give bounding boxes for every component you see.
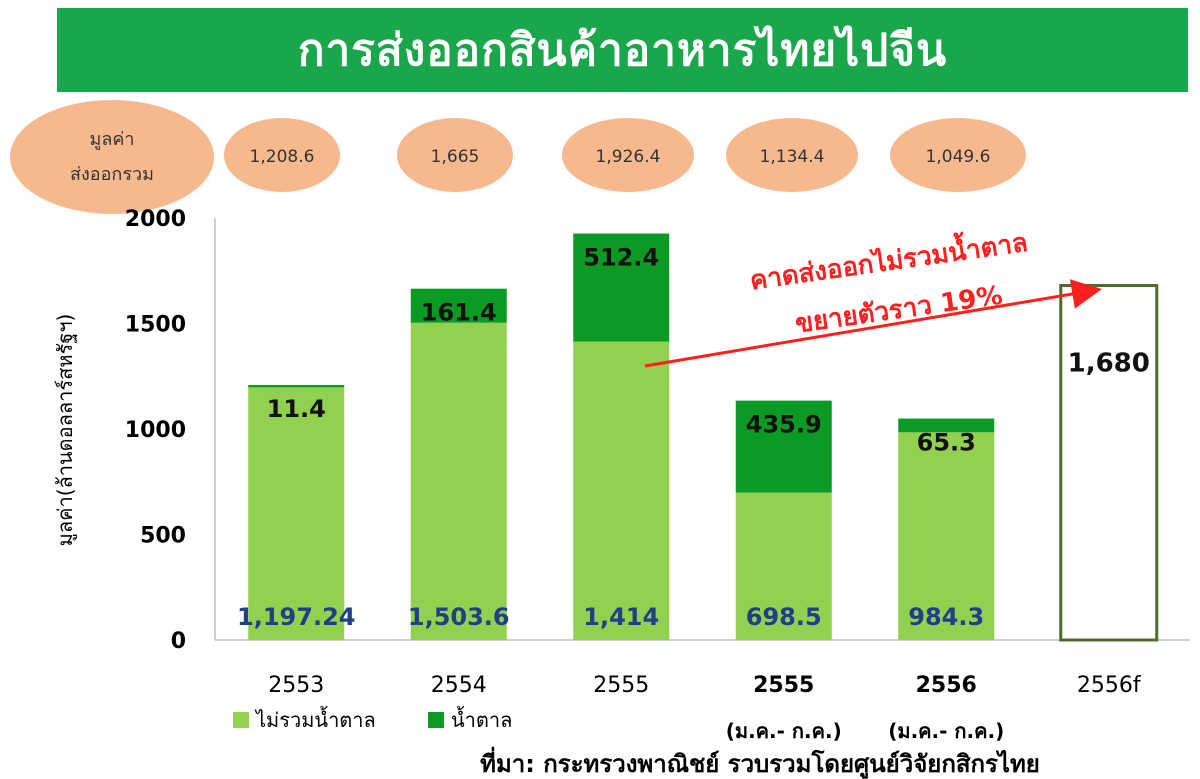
x-tick-label: 2556 (916, 673, 977, 698)
bar-non-sugar (248, 387, 345, 640)
legend: ไม่รวมน้ำตาล น้ำตาล (233, 706, 512, 732)
bar-sugar (898, 418, 995, 433)
y-tick-label: 1000 (125, 418, 186, 443)
bar-non-sugar (410, 322, 507, 640)
bars (248, 233, 1159, 642)
bar-sugar (573, 233, 670, 342)
x-tick-label: 2554 (431, 673, 487, 698)
bar-non-sugar (573, 341, 670, 640)
axes: 0 500 1000 1500 2000 มูลค่า(ล้านดอลลาร์สหรัฐฯ… (53, 207, 1190, 654)
x-tick-label: 2553 (268, 673, 324, 698)
x-tick-label: 2555 (593, 673, 649, 698)
data-labels: 11.4 1,197.24 161.4 1,503.6 512.4 1,414 435.9 6… (237, 244, 1150, 631)
total-value: 1,926.4 (596, 147, 661, 167)
y-tick-label: 500 (140, 524, 186, 549)
data-label-sugar: 11.4 (267, 395, 326, 423)
source-note: ที่มา: กระทรวงพาณิชย์ รวบรวมโดยศูนย์วิจั… (480, 746, 1040, 779)
y-tick-label: 2000 (125, 207, 186, 232)
total-ellipse (726, 118, 858, 192)
totals-header-line2: ส่งออกรวม (70, 164, 154, 185)
total-value: 1,049.6 (926, 147, 991, 167)
data-label-sugar: 435.9 (746, 411, 822, 439)
chart-title: การส่งออกสินค้าอาหารไทยไปจีน (57, 8, 1188, 92)
legend-label-non-sugar: ไม่รวมน้ำตาล (254, 706, 376, 732)
legend-label-sugar: น้ำตาล (451, 706, 512, 732)
totals-row: มูลค่าส่งออกรวม 1,208.6 1,665 1,926.4 1,134.… (10, 100, 1026, 214)
data-label-sugar: 65.3 (917, 429, 976, 457)
data-label-sugar: 512.4 (583, 244, 659, 272)
bar-sugar (248, 384, 345, 388)
data-label-non-sugar: 698.5 (746, 603, 822, 631)
total-value: 1,134.4 (760, 147, 825, 167)
total-ellipse (890, 118, 1026, 192)
total-ellipse (224, 118, 340, 192)
data-label-non-sugar: 1,197.24 (237, 603, 355, 631)
bar-sugar (410, 288, 507, 323)
y-tick-label: 0 (171, 629, 186, 654)
legend-swatch-non-sugar (233, 712, 249, 728)
total-ellipse (562, 118, 694, 192)
x-tick-label: 2555 (753, 673, 814, 698)
total-value: 1,665 (431, 147, 480, 167)
bar-non-sugar (898, 432, 995, 640)
x-tick-sublabel: (ม.ค.- ก.ค.) (888, 719, 1004, 743)
totals-header-line1: มูลค่า (89, 129, 134, 150)
y-axis-title: มูลค่า(ล้านดอลลาร์สหรัฐฯ) (53, 314, 78, 547)
data-label-non-sugar: 1,414 (583, 603, 659, 631)
bar-non-sugar (735, 492, 832, 640)
totals-header-ellipse (10, 100, 214, 214)
total-ellipse (397, 118, 513, 192)
y-tick-label: 1500 (125, 313, 186, 338)
data-label-sugar: 161.4 (421, 299, 497, 327)
total-value: 1,208.6 (250, 147, 315, 167)
x-tick-label: 2556f (1077, 673, 1142, 698)
annotation-arrow (644, 279, 1102, 368)
data-label-non-sugar: 1,503.6 (408, 603, 510, 631)
legend-swatch-sugar (428, 712, 444, 728)
x-axis-labels: 2553 2554 2555 2555 (ม.ค.- ก.ค.) 2556 (ม.ค.- ก… (268, 673, 1142, 743)
bar-sugar (735, 400, 832, 493)
bar-forecast (1059, 284, 1159, 642)
x-tick-sublabel: (ม.ค.- ก.ค.) (726, 719, 842, 743)
data-label-forecast: 1,680 (1068, 349, 1150, 379)
data-label-non-sugar: 984.3 (908, 603, 984, 631)
